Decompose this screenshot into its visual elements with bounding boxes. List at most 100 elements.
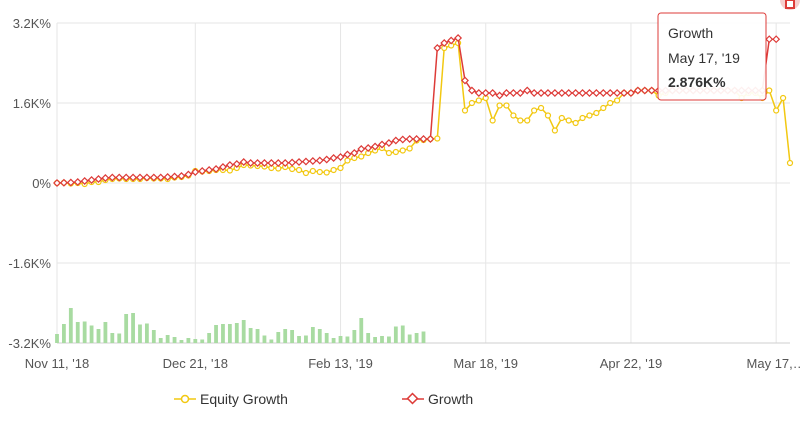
volume-bars bbox=[55, 308, 426, 343]
growth-point bbox=[592, 89, 601, 97]
growth-point bbox=[267, 159, 276, 167]
tooltip-value: 2.876K% bbox=[668, 74, 726, 90]
growth-point bbox=[530, 89, 539, 97]
volume-bar bbox=[345, 336, 350, 343]
growth-point bbox=[260, 159, 269, 167]
volume-bar bbox=[262, 335, 267, 343]
hover-point[interactable] bbox=[785, 0, 795, 9]
equity-point bbox=[496, 102, 503, 109]
volume-bar bbox=[380, 336, 384, 343]
growth-point bbox=[288, 158, 297, 167]
volume-bar bbox=[400, 325, 405, 343]
volume-bar bbox=[310, 327, 315, 343]
volume-bar bbox=[276, 332, 281, 343]
growth-point bbox=[80, 177, 89, 185]
volume-bar bbox=[165, 335, 170, 343]
growth-point bbox=[156, 173, 165, 182]
growth-point bbox=[620, 89, 628, 97]
growth-point bbox=[537, 89, 546, 97]
growth-point bbox=[350, 149, 359, 157]
y-tick-label: 3.2K% bbox=[13, 16, 52, 31]
growth-point bbox=[765, 35, 774, 44]
volume-bar bbox=[200, 339, 205, 343]
equity-point bbox=[302, 169, 310, 177]
volume-bar bbox=[317, 329, 322, 343]
growth-point bbox=[232, 160, 241, 168]
volume-bar bbox=[290, 330, 295, 343]
equity-point bbox=[392, 148, 399, 156]
growth-point bbox=[488, 89, 497, 97]
growth-point bbox=[73, 178, 82, 186]
legend-equity-label: Equity Growth bbox=[200, 391, 288, 407]
growth-point bbox=[433, 44, 442, 52]
growth-point bbox=[557, 89, 566, 97]
volume-bar bbox=[186, 338, 191, 343]
volume-bar bbox=[352, 330, 357, 343]
volume-bar bbox=[82, 321, 87, 343]
x-tick-label: Feb 13, '19 bbox=[308, 356, 373, 371]
equity-point bbox=[309, 167, 316, 175]
y-tick-label: -1.6K% bbox=[8, 256, 51, 271]
volume-bar bbox=[387, 336, 391, 343]
growth-point bbox=[474, 89, 483, 97]
volume-bar bbox=[421, 331, 426, 343]
equity-point bbox=[593, 109, 600, 117]
equity-point bbox=[344, 157, 351, 164]
equity-point bbox=[766, 87, 773, 94]
growth-point bbox=[246, 159, 255, 167]
growth-point bbox=[343, 150, 352, 159]
growth-point bbox=[308, 157, 317, 165]
equity-point bbox=[600, 104, 607, 112]
volume-bar bbox=[75, 322, 80, 343]
equity-point bbox=[786, 159, 794, 167]
growth-point bbox=[301, 157, 310, 166]
volume-bar bbox=[55, 334, 59, 343]
growth-point bbox=[205, 166, 214, 174]
volume-bar bbox=[103, 322, 108, 343]
growth-point bbox=[149, 173, 158, 182]
growth-point bbox=[585, 89, 594, 97]
growth-point bbox=[315, 156, 324, 165]
tooltip: Growth May 17, '19 2.876K% bbox=[657, 12, 767, 101]
volume-bar bbox=[414, 333, 419, 343]
growth-point bbox=[108, 173, 117, 182]
legend-item-growth[interactable]: Growth bbox=[402, 391, 473, 407]
growth-point bbox=[115, 173, 124, 182]
growth-point bbox=[136, 173, 144, 182]
growth-point bbox=[405, 135, 414, 143]
growth-point bbox=[516, 89, 525, 97]
equity-point bbox=[406, 145, 413, 152]
growth-point bbox=[101, 174, 110, 182]
volume-bar bbox=[193, 339, 198, 343]
equity-point bbox=[330, 166, 337, 174]
legend-item-equity-growth[interactable]: Equity Growth bbox=[174, 391, 288, 407]
volume-bar bbox=[331, 338, 336, 343]
x-tick-label: Mar 18, '19 bbox=[453, 356, 518, 371]
volume-bar bbox=[131, 313, 135, 343]
growth-point bbox=[550, 89, 559, 97]
volume-bar bbox=[179, 340, 184, 343]
volume-bar bbox=[248, 328, 253, 343]
growth-point bbox=[66, 178, 75, 187]
growth-point bbox=[544, 89, 552, 97]
equity-point bbox=[475, 97, 482, 104]
growth-point bbox=[322, 155, 331, 164]
growth-point bbox=[633, 86, 642, 95]
volume-bar bbox=[172, 337, 177, 343]
growth-point bbox=[606, 89, 615, 97]
growth-point bbox=[578, 89, 587, 97]
volume-bar bbox=[241, 320, 246, 343]
volume-bar bbox=[393, 326, 398, 343]
growth-point bbox=[219, 163, 227, 171]
growth-point bbox=[329, 154, 338, 162]
equity-point bbox=[468, 99, 476, 107]
legend[interactable]: Equity Growth Growth bbox=[174, 391, 473, 407]
equity-point bbox=[779, 94, 787, 102]
growth-point bbox=[191, 168, 200, 176]
growth-point bbox=[391, 136, 400, 145]
volume-bar bbox=[338, 336, 343, 343]
legend-growth-marker bbox=[406, 392, 419, 405]
volume-bar bbox=[117, 333, 122, 343]
growth-point bbox=[212, 165, 221, 173]
